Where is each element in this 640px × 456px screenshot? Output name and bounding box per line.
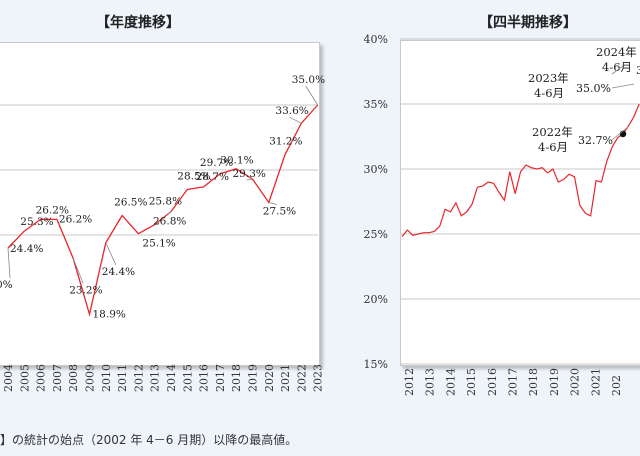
annual-x-tick: 2015 (181, 364, 194, 392)
quarterly-marker-point (619, 130, 627, 138)
footnote: 】の統計の始点（2002 年 4－6 月期）以降の最高値。 (0, 433, 298, 447)
quarterly-leader-line (611, 83, 635, 89)
annual-leader-line (289, 116, 302, 124)
annual-x-tick: 2005 (18, 364, 31, 392)
quarterly-x-tick: 2013 (424, 368, 437, 396)
quarterly-x-tick: 2016 (486, 368, 499, 396)
annual-chart: 2004 2005 2006 2007 2008 2009 2010 2011 2012 2013… (0, 74, 325, 392)
annual-data-label: 24.4% (10, 243, 43, 255)
quarterly-x-tick: 2017 (507, 368, 520, 396)
quarterly-x-tick: 2021 (589, 368, 602, 396)
annual-leader-line (305, 85, 319, 106)
annual-x-tick: 2012 (132, 364, 145, 392)
quarterly-x-tick: 2015 (465, 368, 478, 396)
annual-chart-title: 【年度推移】 (96, 15, 180, 31)
annual-data-label: 28.5% (177, 171, 210, 183)
quarterly-chart-title: 【四半期推移】 (479, 15, 577, 31)
annual-data-label: 29.3% (233, 168, 266, 180)
annual-x-tick: 2017 (214, 364, 227, 392)
quarterly-annotation-sublabel: 4-6月 (534, 86, 564, 100)
annual-series-line (7, 104, 319, 317)
quarterly-leader-line (611, 65, 624, 75)
annual-data-label: 27.5% (263, 206, 296, 218)
annual-x-tick: 2010 (100, 364, 113, 392)
annual-data-label: 31.2% (269, 135, 302, 147)
annual-x-tick: 2018 (230, 364, 243, 392)
annual-x-tick: 2016 (198, 364, 211, 392)
quarterly-x-tick: 2012 (403, 368, 416, 396)
annual-x-tick: 2023 (312, 364, 325, 392)
annual-x-tick: 2009 (84, 364, 97, 392)
quarterly-x-tick: 2019 (548, 368, 561, 396)
annual-data-label: 25.8% (149, 196, 182, 208)
quarterly-chart-plot-area (400, 40, 640, 366)
quarterly-annotation-value: 32.7% (578, 134, 613, 147)
annual-x-tick: 2007 (51, 364, 64, 392)
quarterly-annotation-label: 2022年 (532, 125, 573, 139)
annual-data-label: 26.2% (59, 213, 92, 225)
quarterly-y-tick: 15% (364, 358, 388, 371)
annual-leader-line (7, 247, 11, 279)
annual-x-tick: 2020 (263, 364, 276, 392)
quarterly-y-tick: 30% (364, 163, 388, 176)
annual-chart-plot-area (0, 42, 320, 366)
annual-x-tick: 2019 (247, 364, 260, 392)
annual-data-label: 0% (0, 279, 13, 291)
quarterly-chart: 40% 35% 30% 25% 20% 15% 2012 2013 2014 2015 2016 20… (364, 33, 640, 396)
annual-leader-line (166, 211, 172, 215)
annual-data-label: 28.7% (196, 171, 229, 183)
annual-leader-line (105, 242, 117, 265)
annual-data-label: 29.7% (200, 157, 233, 169)
annual-x-tick: 2004 (2, 364, 15, 392)
annual-data-label: 25.3% (20, 216, 53, 228)
annual-x-tick: 2022 (295, 364, 308, 392)
annual-data-label: 25.1% (142, 238, 175, 250)
annual-data-label: 24.4% (102, 266, 135, 278)
annual-x-tick: 2006 (35, 364, 48, 392)
annual-leader-line (246, 178, 253, 181)
annual-x-tick: 2021 (279, 364, 292, 392)
quarterly-y-tick: 20% (364, 293, 388, 306)
quarterly-x-tick: 2014 (444, 368, 457, 396)
quarterly-x-tick: 2020 (569, 368, 582, 396)
quarterly-y-tick: 25% (364, 228, 388, 241)
quarterly-x-tick: 202 (610, 375, 623, 396)
annual-x-tick: 2011 (116, 364, 129, 392)
annual-data-label: 26.2% (36, 204, 69, 216)
quarterly-annotation-label: 2024年 (596, 45, 637, 59)
annual-data-label: 30.1% (220, 155, 253, 167)
quarterly-leader-line (611, 126, 629, 141)
annual-leader-line (268, 202, 277, 205)
annual-x-tick: 2008 (67, 364, 80, 392)
quarterly-annotation-label: 2023年 (528, 71, 569, 85)
annual-x-tick: 2014 (165, 364, 178, 392)
quarterly-annotation-value: 35.0% (576, 82, 611, 95)
annual-data-label: 26.8% (153, 216, 186, 228)
annual-data-label: 35.0% (292, 74, 325, 86)
quarterly-annotation-value: 3 (636, 64, 640, 77)
annual-data-label: 18.9% (93, 308, 126, 320)
annual-data-label: 26.5% (114, 197, 147, 209)
quarterly-series-line (401, 103, 640, 237)
quarterly-y-tick: 35% (364, 98, 388, 111)
quarterly-annotation-sublabel: 4-6月 (538, 140, 568, 154)
annual-leader-line (72, 258, 84, 284)
quarterly-x-tick: 2018 (527, 368, 540, 396)
annual-data-label: 23.2% (69, 284, 102, 296)
quarterly-y-tick: 40% (364, 33, 388, 46)
annual-data-label: 33.6% (275, 105, 308, 117)
quarterly-annotation-sublabel: 4-6月 (602, 60, 632, 74)
annual-x-tick: 2013 (149, 364, 162, 392)
